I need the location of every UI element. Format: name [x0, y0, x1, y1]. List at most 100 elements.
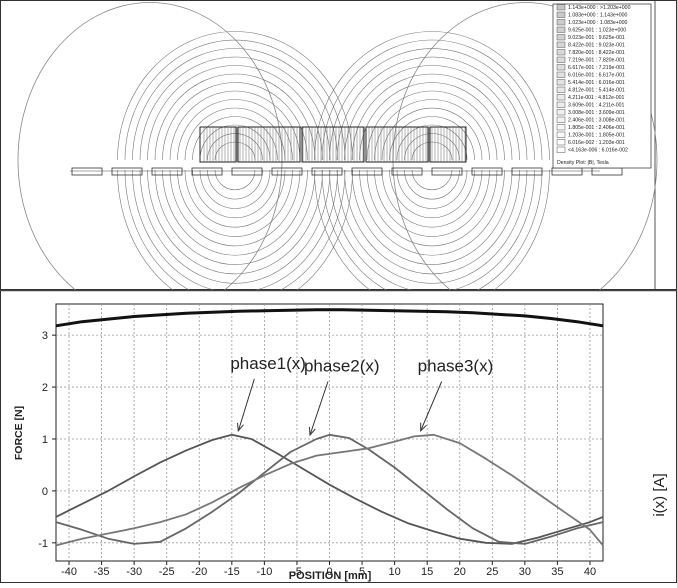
series-line-top [55, 308, 604, 328]
legend-swatch [556, 11, 566, 18]
field-loop-upper [177, 99, 293, 161]
x-tick-label: 10 [388, 566, 400, 578]
annotation-arrow [309, 381, 329, 436]
legend-swatch [556, 4, 566, 11]
field-loop-lower [192, 169, 278, 219]
legend-entry: 3.609e-001 : 4.211e-001 [568, 103, 625, 109]
field-loop-lower [344, 169, 520, 275]
field-loop-upper [359, 82, 505, 161]
y-tick-label: -1 [38, 538, 48, 550]
series-line-phase1 [55, 433, 604, 545]
x-tick-label: 40 [584, 566, 596, 578]
legend-swatch [556, 109, 566, 116]
annotation-arrow [237, 378, 255, 431]
field-loop-lower [366, 169, 498, 247]
grid [56, 304, 603, 561]
legend-swatch [556, 64, 566, 71]
density-legend-rows: 1.143e+000 : >1.203e+000 1.083e+000 : 1.1… [556, 4, 631, 154]
field-loop-upper [389, 116, 475, 161]
legend-entry: 6.617e-001 : 7.219e-001 [568, 65, 625, 71]
y-tick-label: 1 [42, 434, 48, 446]
field-loop-upper [199, 124, 271, 161]
magnet-block [429, 126, 467, 163]
legend-entry: 6.016e-002 : 1.203e-001 [568, 140, 625, 146]
x-tick-label: -35 [94, 566, 110, 578]
y-tick-label: 2 [42, 382, 48, 394]
x-axis-ticks: -40 -35 -30 -25 -20 -15 -10 -5 0 5 10 15 20 25 30 35 40 [61, 561, 596, 578]
field-loop-lower [139, 169, 331, 284]
magnet-block [237, 126, 301, 163]
legend-entry: <4.163e-006 : 6.016e-002 [568, 148, 628, 154]
field-loop-lower [374, 169, 490, 237]
annotation-arrow [420, 381, 443, 432]
field-loop-upper [169, 90, 301, 161]
coil [71, 167, 103, 176]
series-line-phase2 [55, 433, 604, 545]
field-loop-upper [117, 31, 353, 161]
field-loop-upper [321, 39, 543, 161]
field-loop-lower [214, 169, 256, 191]
coil [271, 167, 303, 176]
field-loop-lower [147, 169, 323, 275]
magnet-blocks [199, 126, 467, 163]
coil [471, 167, 503, 176]
field-loop-lower [411, 169, 453, 191]
legend-swatch [556, 86, 566, 93]
annotations: phase1(x)phase2(x) phase3(x) [230, 354, 493, 437]
legend-swatch [556, 26, 566, 33]
x-tick-label: -40 [61, 566, 77, 578]
legend-entry: 7.820e-001 : 8.422e-001 [568, 50, 625, 56]
x-tick-label: 35 [551, 566, 563, 578]
field-loop-lower [169, 169, 301, 247]
legend-entry: 1.805e-001 : 2.406e-001 [568, 125, 625, 131]
legend-entry: 7.219e-001 : 7.820e-001 [568, 58, 625, 64]
magnet-block [365, 126, 429, 163]
field-loop-lower [389, 169, 475, 219]
field-lines [17, 2, 658, 318]
field-loop-lower [177, 169, 293, 237]
legend-swatch [556, 124, 566, 131]
x-tick-label: 15 [421, 566, 433, 578]
annotation-label: phase1(x) [230, 354, 306, 373]
series-line-phase3 [55, 433, 604, 547]
field-loop-upper [314, 31, 550, 161]
legend-entry: 1.143e+000 : >1.203e+000 [568, 5, 631, 11]
x-tick-label: -5 [292, 566, 302, 578]
field-loop-lower [336, 169, 528, 284]
field-loop-lower [381, 169, 483, 228]
field-loop-upper [139, 56, 331, 161]
legend-swatch [556, 41, 566, 48]
field-loop-upper [132, 48, 338, 161]
legend-entry: 1.023e+000 : 1.083e+000 [568, 20, 628, 26]
coil [351, 167, 383, 176]
field-loop-upper [336, 56, 528, 161]
magnet-block [301, 126, 365, 163]
field-loop-upper [124, 39, 346, 161]
legend-entry: 9.625e-001 : 1.023e+000 [568, 28, 626, 34]
legend-entry: 3.008e-001 : 3.609e-001 [568, 110, 625, 116]
x-tick-label: 25 [486, 566, 498, 578]
legend-swatch [556, 49, 566, 56]
field-loop-upper [366, 90, 498, 161]
field-loop-upper [192, 116, 278, 161]
coil [231, 167, 263, 176]
x-tick-label: -10 [256, 566, 272, 578]
fem-field-plot-svg: 1.143e+000 : >1.203e+000 1.083e+000 : 1.1… [0, 0, 677, 318]
legend-entry: 6.016e-001 : 6.617e-001 [568, 73, 625, 79]
field-loop-upper [374, 99, 490, 161]
legend-swatch [556, 34, 566, 41]
legend-swatch [556, 116, 566, 123]
field-loop-upper [344, 65, 520, 161]
right-axis-label: i(x) [A] [651, 473, 668, 516]
legend-entry: 1.083e+000 : 1.143e+000 [568, 13, 628, 19]
coil [511, 167, 543, 176]
series-group [55, 308, 604, 547]
legend-swatch [556, 139, 566, 146]
annotation-label: phase2(x) [304, 356, 380, 375]
x-tick-label: -30 [126, 566, 142, 578]
field-loop-lower [359, 169, 505, 256]
force-chart: -40 -35 -30 -25 -20 -15 -10 -5 0 5 10 15 20 25 30 35 40 … [0, 289, 677, 583]
x-tick-label: -15 [224, 566, 240, 578]
legend-swatch [556, 101, 566, 108]
field-loop-upper [396, 124, 468, 161]
